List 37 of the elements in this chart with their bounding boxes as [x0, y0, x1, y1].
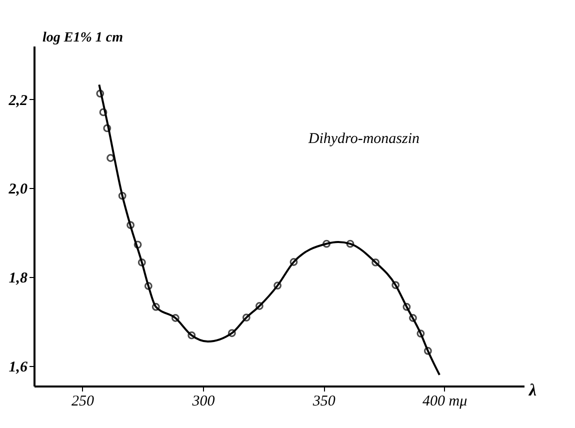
y-tick-label: 1,6 [8, 360, 28, 376]
point [99, 108, 108, 116]
point [402, 302, 411, 311]
x-axis-title: λ [528, 380, 537, 400]
point [322, 240, 331, 248]
point [106, 154, 114, 162]
y-tick-label: 1,8 [8, 270, 28, 287]
x-tick-label: 300 [191, 394, 216, 410]
y-axis-title: log E1% 1 cm [42, 30, 124, 46]
point [118, 192, 126, 200]
point [188, 331, 196, 340]
y-tick-label: 2,2 [8, 92, 28, 109]
point [228, 329, 236, 338]
point [255, 302, 264, 310]
point [346, 240, 354, 248]
point [138, 258, 146, 266]
point [424, 346, 432, 355]
point [290, 258, 298, 266]
point [126, 221, 135, 230]
point [171, 314, 180, 322]
point [103, 124, 112, 132]
point [274, 282, 282, 290]
point [242, 314, 250, 322]
x-tick-label: 250 [72, 394, 95, 410]
point [409, 314, 417, 322]
point [144, 282, 152, 290]
x-tick-label: 350 [312, 394, 336, 410]
x-tick-label: 400 mμ [422, 394, 468, 410]
point [134, 240, 142, 249]
y-tick-label: 2,0 [8, 182, 28, 198]
point [372, 258, 380, 266]
annotation: Dihydro-monaszin [307, 130, 420, 147]
point [96, 90, 104, 98]
point [416, 330, 425, 338]
point [392, 281, 400, 290]
line-series [98, 84, 441, 376]
point [152, 302, 160, 311]
